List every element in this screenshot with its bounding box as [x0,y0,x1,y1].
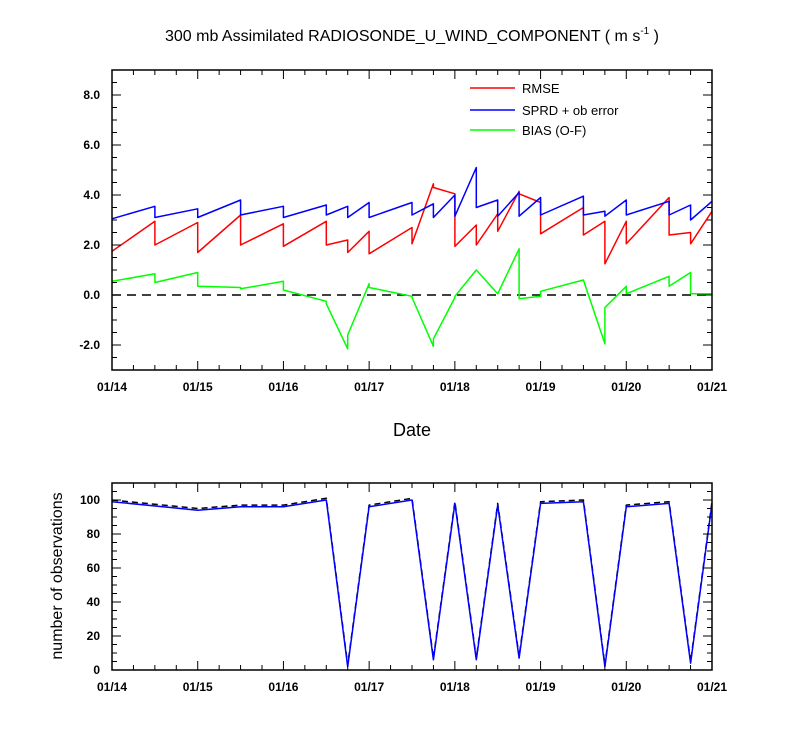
bottom-plot-frame [111,482,713,671]
bottom-plot: 01/14 01/15 01/16 01/17 01/18 01/19 01/20 01/21… [49,482,727,694]
bottom-y-tick-label: 40 [87,595,101,609]
bottom-y-tick-label: 0 [93,663,100,677]
bottom-y-tick-label: 80 [87,527,101,541]
bottom-plot-ticks: 01/14 01/15 01/16 01/17 01/18 01/19 01/20 01/21… [80,482,727,694]
bottom-x-tick-label: 01/15 [183,680,213,694]
bottom-x-tick-label: 01/18 [440,680,470,694]
legend-label-bias: BIAS (O-F) [522,123,586,138]
top-x-tick-label: 01/18 [440,380,470,394]
top-x-axis-label: Date [393,420,431,440]
top-x-tick-label: 01/16 [268,380,298,394]
chart-title-superscript: -1 [640,26,649,37]
bottom-y-tick-label: 60 [87,561,101,575]
top-x-tick-label: 01/17 [354,380,384,394]
top-series-line-1 [111,166,713,221]
bottom-x-tick-label: 01/14 [97,680,127,694]
top-plot-data [111,166,713,350]
top-series-line-2 [111,248,712,350]
legend: RMSE SPRD + ob error BIAS (O-F) [470,81,619,138]
top-y-tick-label: -2.0 [79,338,100,352]
bottom-x-tick-label: 01/19 [526,680,556,694]
chart-title-text: 300 mb Assimilated RADIOSONDE_U_WIND_COM… [165,28,640,45]
top-x-tick-label: 01/21 [697,380,727,394]
top-y-tick-label: 6.0 [83,138,100,152]
bottom-y-tick-label: 100 [80,493,100,507]
bottom-plot-data [111,497,713,668]
top-y-tick-label: 8.0 [83,88,100,102]
bottom-y-axis-label: number of observations [49,492,66,659]
bottom-series-line-1 [111,499,713,668]
bottom-x-tick-label: 01/20 [611,680,641,694]
chart-title: 300 mb Assimilated RADIOSONDE_U_WIND_COM… [165,26,659,45]
top-x-tick-label: 01/19 [526,380,556,394]
top-y-tick-label: 2.0 [83,238,100,252]
top-plot-frame [111,69,713,371]
bottom-series-line-0 [111,497,713,666]
chart-title-end: ) [649,28,659,45]
top-y-tick-label: 4.0 [83,188,100,202]
bottom-x-tick-label: 01/16 [268,680,298,694]
top-plot: 01/14 01/15 01/16 01/17 01/18 01/19 01/20 01/21… [79,69,727,440]
bottom-y-tick-label: 20 [87,629,101,643]
legend-label-rmse: RMSE [522,81,560,96]
top-x-tick-label: 01/20 [611,380,641,394]
top-y-tick-label: 0.0 [83,288,100,302]
top-plot-ticks: 01/14 01/15 01/16 01/17 01/18 01/19 01/20 01/21… [79,69,727,394]
top-series-line-0 [111,183,713,265]
bottom-x-tick-label: 01/21 [697,680,727,694]
legend-label-sprd: SPRD + ob error [522,103,619,118]
bottom-x-tick-label: 01/17 [354,680,384,694]
top-x-tick-label: 01/15 [183,380,213,394]
top-x-tick-label: 01/14 [97,380,127,394]
